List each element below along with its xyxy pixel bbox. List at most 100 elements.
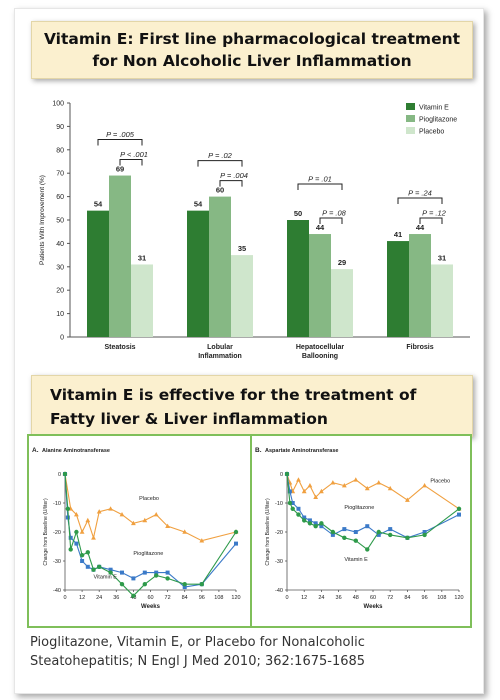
data-point [119, 512, 125, 517]
panel-letter: B. [255, 447, 262, 454]
series-label: Placebo [430, 479, 450, 485]
panel-divider [250, 436, 252, 626]
data-point [68, 547, 73, 552]
data-point [65, 506, 71, 511]
x-tick-label: 24 [318, 595, 324, 601]
data-point [422, 530, 427, 534]
series-label: Vitamin E [344, 557, 368, 563]
y-tick-label: -10 [53, 501, 61, 507]
y-tick-label: 40 [56, 241, 64, 248]
pvalue-label: P = .08 [322, 209, 347, 218]
y-tick-label: 70 [56, 171, 64, 178]
data-point [457, 512, 461, 517]
series-line-placebo [64, 473, 237, 542]
data-point [199, 582, 204, 587]
category-label: Hepatocellular [296, 344, 345, 351]
pvalue-bracket-pio [319, 217, 343, 225]
x-tick-label: 0 [285, 595, 288, 601]
x-tick-label: 12 [301, 595, 307, 601]
enzyme-panels [27, 434, 472, 628]
y-tick-label: 80 [56, 147, 64, 154]
legend-swatch [406, 115, 415, 122]
data-point [182, 529, 188, 534]
y-axis-label: Change from Baseline (U/liter) [265, 498, 271, 566]
series-label: Pioglitazone [344, 505, 374, 511]
data-point [405, 535, 410, 540]
bar-value-label: 29 [338, 258, 346, 267]
data-point [330, 480, 336, 485]
bar-placebo [131, 264, 153, 337]
series-line-vitamin-e [64, 473, 237, 597]
data-point [120, 570, 124, 575]
y-axis-label: Patients With Improvement (%) [39, 175, 46, 265]
data-point [422, 483, 427, 488]
data-point [307, 521, 313, 526]
legend-label: Placebo [419, 129, 444, 136]
data-point [296, 512, 301, 517]
data-point [330, 529, 336, 535]
data-point [376, 532, 381, 537]
bar-value-label: 44 [316, 223, 325, 232]
bar-value-label: 60 [216, 186, 224, 195]
data-point [142, 570, 147, 575]
category-label: Lobular [207, 344, 233, 351]
data-point [233, 529, 239, 535]
y-tick-label: -30 [275, 559, 283, 565]
y-tick-label: 0 [60, 335, 64, 342]
data-point [85, 564, 90, 569]
bar-value-label: 54 [94, 200, 103, 209]
y-tick-label: -20 [53, 530, 61, 536]
data-point [142, 517, 148, 523]
data-point [296, 506, 301, 511]
x-tick-label: 36 [336, 595, 342, 601]
data-point [199, 538, 205, 543]
legend-swatch [406, 127, 415, 134]
data-point [388, 532, 393, 538]
y-tick-label: -40 [275, 588, 283, 594]
data-point [342, 535, 347, 540]
pvalue-label: P < .001 [120, 150, 148, 159]
data-point [290, 506, 295, 511]
data-point [165, 523, 170, 528]
data-point [74, 512, 79, 517]
data-point [131, 576, 136, 581]
x-tick-label: 84 [182, 595, 188, 601]
pvalue-label: P = .12 [422, 209, 447, 218]
y-tick-label: 10 [56, 311, 64, 318]
bar-value-label: 44 [416, 223, 425, 232]
data-point [85, 550, 91, 555]
data-point [153, 512, 159, 517]
data-point [301, 488, 307, 494]
data-point [313, 494, 319, 499]
pvalue-label: P = .004 [220, 171, 248, 180]
x-tick-label: 36 [113, 595, 119, 601]
y-tick-label: -20 [275, 530, 283, 536]
bar-value-label: 35 [238, 244, 246, 253]
y-tick-label: 0 [280, 472, 283, 478]
data-point [108, 570, 113, 575]
title-line-2: for Non Alcoholic Liver Inflammation [92, 52, 412, 70]
x-tick-label: 60 [147, 595, 153, 601]
data-point [91, 567, 96, 572]
pvalue-label: P = .02 [208, 151, 233, 160]
pvalue-label: P = .01 [308, 175, 332, 184]
data-point [108, 567, 113, 572]
x-tick-label: 96 [199, 595, 205, 601]
data-point [353, 530, 358, 534]
subtitle-line-1: Vitamin E is effective for the treatment… [50, 386, 417, 404]
x-tick-label: 108 [214, 595, 223, 601]
data-point [307, 518, 312, 523]
x-tick-label: 108 [437, 595, 446, 601]
data-point [456, 506, 462, 511]
data-point [80, 559, 85, 563]
pvalue-bracket-vite [197, 160, 243, 167]
x-tick-label: 48 [353, 595, 359, 601]
bar-value-label: 31 [138, 253, 146, 262]
bar-chart: 0 10 20 30 40 50 60 70 80 90 100 Patients With Impr… [39, 101, 470, 360]
y-tick-label: -30 [53, 559, 61, 565]
data-point [290, 501, 295, 505]
data-point [91, 535, 96, 540]
y-tick-label: 50 [56, 218, 64, 225]
x-axis-label: Weeks [364, 604, 384, 610]
